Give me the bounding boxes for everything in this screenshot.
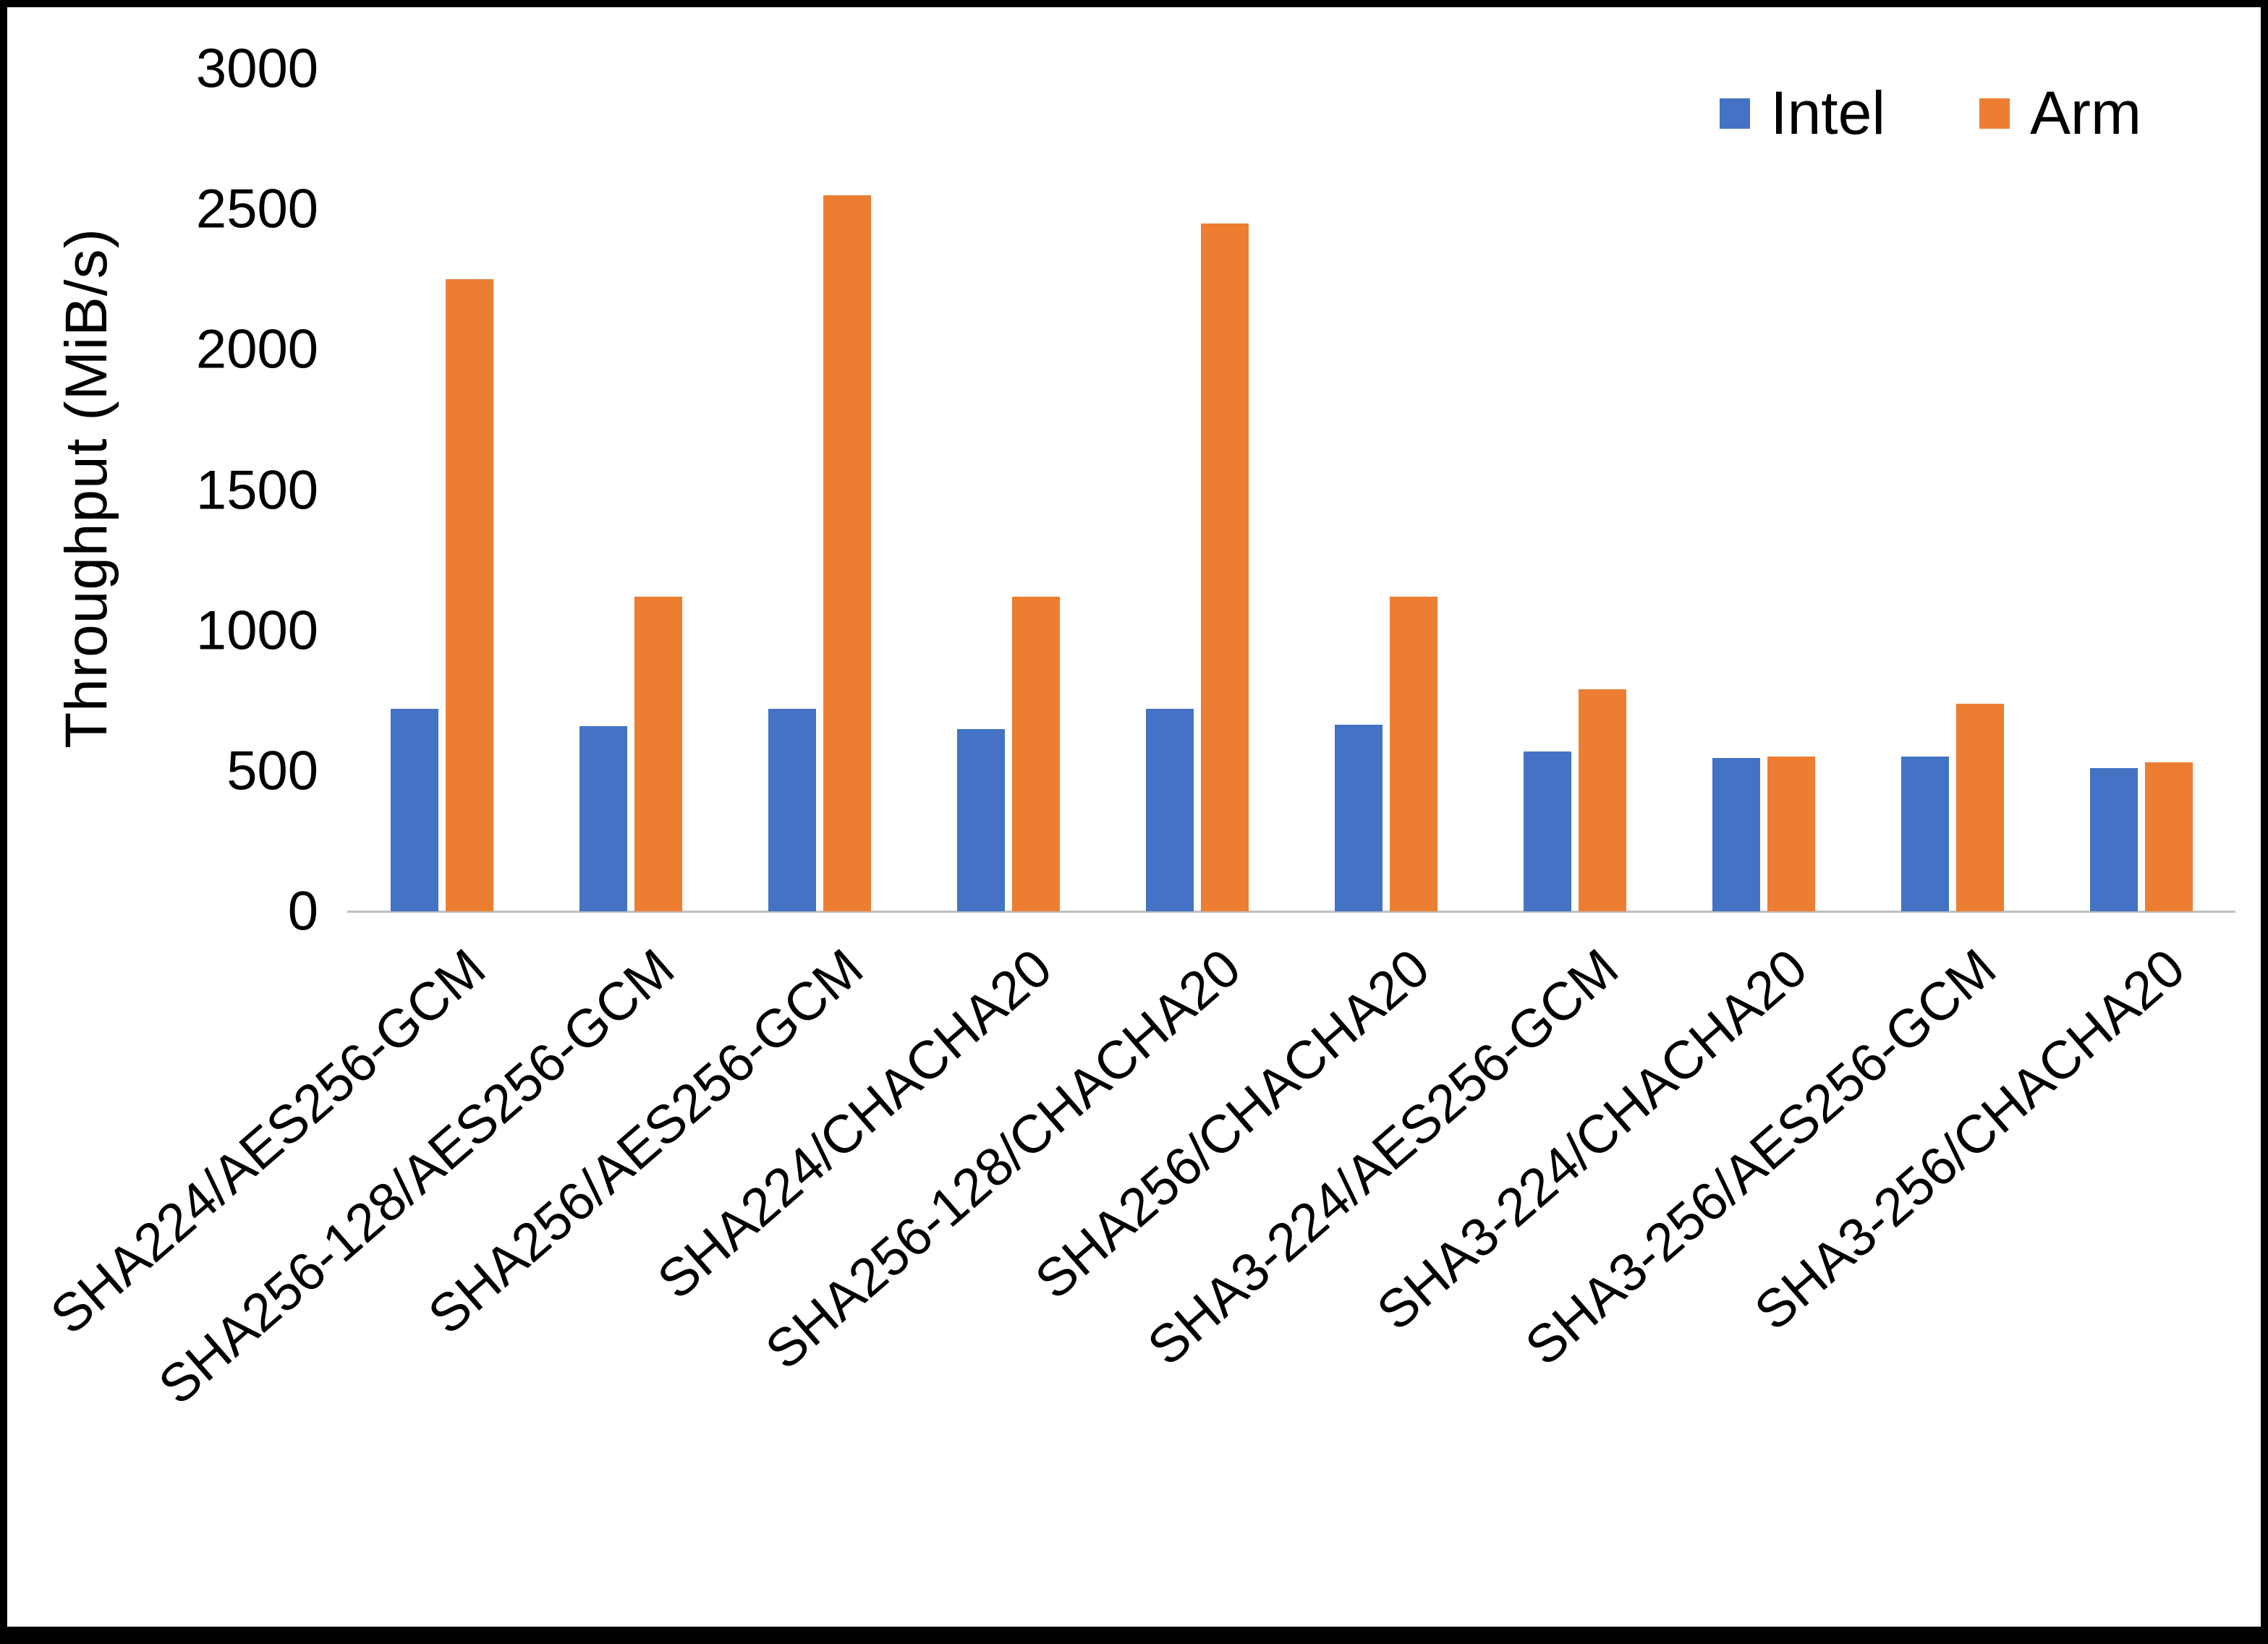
chart-legend: Intel Arm <box>1720 78 2141 148</box>
legend-label: Arm <box>2030 79 2141 147</box>
bar-arm-1 <box>634 597 682 911</box>
bar-arm-2 <box>823 195 871 911</box>
bar-intel-5 <box>1334 724 1383 911</box>
y-tick-label: 0 <box>287 880 318 942</box>
legend-swatch-icon <box>1979 98 2010 129</box>
bar-arm-5 <box>1389 597 1437 911</box>
legend-swatch-icon <box>1720 98 1751 129</box>
bar-intel-7 <box>1712 758 1760 911</box>
y-tick-label: 3000 <box>195 38 318 100</box>
bar-arm-4 <box>1200 223 1249 911</box>
legend-item-intel: Intel <box>1720 78 1885 148</box>
bar-arm-8 <box>1955 703 2004 911</box>
bar-intel-9 <box>2089 767 2138 911</box>
bar-intel-8 <box>1900 757 1949 911</box>
y-axis-title: Throughput (MiB/s) <box>54 228 119 749</box>
bar-intel-3 <box>956 728 1005 911</box>
bar-intel-2 <box>768 709 816 911</box>
bar-intel-6 <box>1523 751 1571 911</box>
bar-intel-1 <box>579 725 627 911</box>
x-axis-line <box>347 911 2235 913</box>
bar-arm-9 <box>2144 762 2193 911</box>
legend-item-arm: Arm <box>1979 78 2141 148</box>
bar-arm-0 <box>445 279 493 911</box>
bar-intel-4 <box>1145 709 1194 911</box>
bar-arm-7 <box>1767 757 1815 911</box>
y-tick-label: 500 <box>226 740 318 802</box>
bar-arm-3 <box>1011 597 1060 911</box>
bar-arm-6 <box>1578 689 1626 911</box>
y-tick-label: 2500 <box>195 178 318 240</box>
y-tick-label: 1000 <box>195 600 318 662</box>
plot-area <box>347 69 2235 913</box>
legend-label: Intel <box>1770 79 1886 147</box>
y-tick-label: 1500 <box>195 459 318 521</box>
bar-chart: Throughput (MiB/s) Intel Arm 0 500 1000 1500… <box>7 7 2261 1627</box>
bar-intel-0 <box>390 709 438 911</box>
y-tick-label: 2000 <box>195 318 318 380</box>
